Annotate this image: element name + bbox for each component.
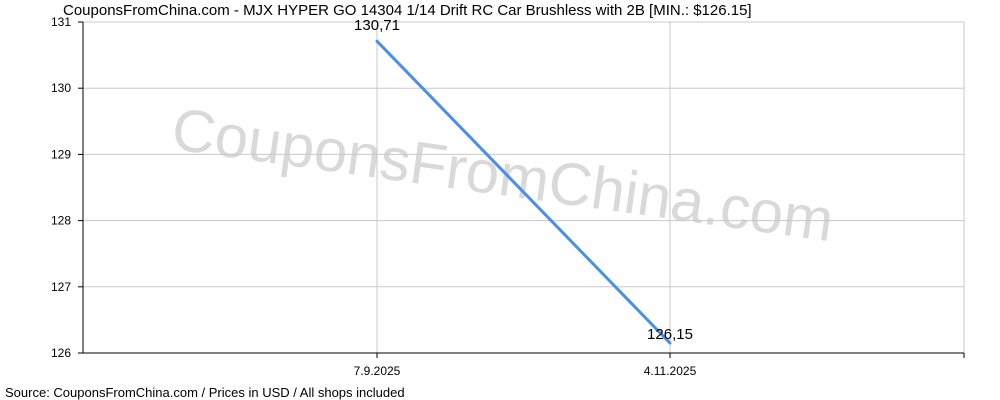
x-tick-label: 7.9.2025 xyxy=(354,364,401,378)
y-tick-label: 126 xyxy=(51,346,71,360)
y-tick-label: 129 xyxy=(51,147,71,161)
y-tick-label: 131 xyxy=(51,15,71,29)
watermark: CouponsFromChina.com xyxy=(168,95,838,254)
y-tick-label: 130 xyxy=(51,81,71,95)
y-tick-label: 128 xyxy=(51,214,71,228)
y-tick-label: 127 xyxy=(51,280,71,294)
tick-labels: 126 127 128 129 130 131 7.9.2025 4.11.2025 xyxy=(51,15,697,378)
data-label: 126,15 xyxy=(647,326,693,343)
series xyxy=(375,39,672,345)
data-label: 130,71 xyxy=(354,17,400,34)
chart-title: CouponsFromChina.com - MJX HYPER GO 1430… xyxy=(63,2,752,19)
grid xyxy=(83,21,965,353)
axes xyxy=(78,21,965,358)
data-labels: 130,71 126,15 xyxy=(354,17,693,343)
chart-footer: Source: CouponsFromChina.com / Prices in… xyxy=(5,385,405,400)
x-tick-label: 4.11.2025 xyxy=(644,364,697,378)
price-line xyxy=(375,39,672,345)
